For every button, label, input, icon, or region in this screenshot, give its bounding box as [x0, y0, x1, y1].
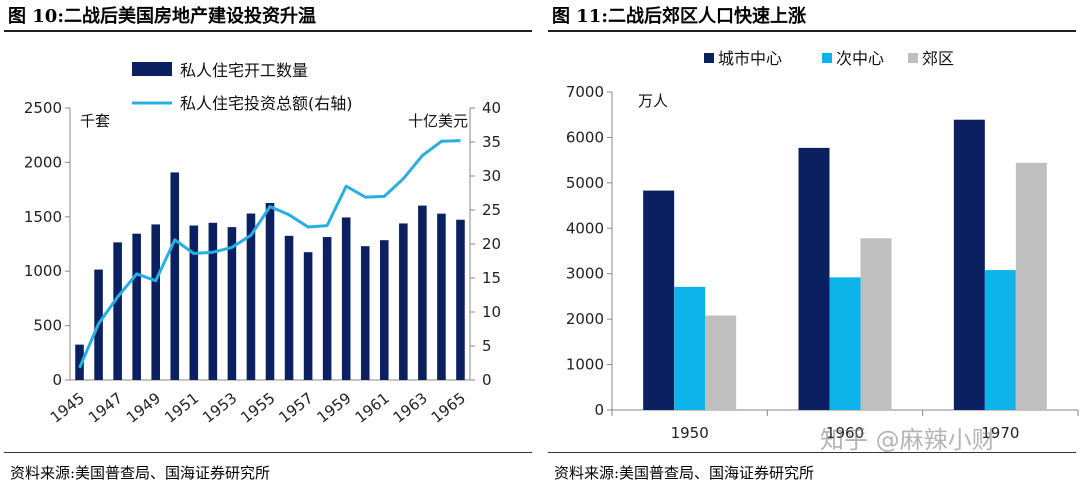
- x-tick-label: 1955: [237, 389, 278, 427]
- bar-1958: [322, 237, 332, 380]
- x-tick-label: 1970: [981, 424, 1019, 442]
- bar-1965: [456, 219, 465, 380]
- bar-1960: [360, 246, 370, 380]
- left-tick-label: 1000: [24, 262, 62, 280]
- bar-城市中心-1970: [953, 119, 985, 410]
- right-tick-label: 25: [482, 201, 501, 219]
- right-tick-label: 20: [482, 235, 501, 253]
- right-tick-label: 35: [482, 133, 501, 151]
- bar-1948: [132, 233, 141, 380]
- right-axis-unit: 十亿美元: [408, 112, 468, 130]
- figure-10-panel: 图 10:二战后美国房地产建设投资升温 0 500 1000 1500 2000 2500…: [0, 0, 536, 486]
- legend-label-bar: 私人住宅开工数量: [180, 61, 308, 80]
- legend-label-次中心: 次中心: [836, 49, 884, 68]
- left-axis-unit: 千套: [80, 112, 110, 130]
- legend-label-line: 私人住宅投资总额(右轴): [180, 94, 353, 113]
- x-tick-label: 1945: [47, 389, 88, 427]
- bar-1962: [399, 223, 408, 380]
- x-tick-label: 1960: [826, 424, 864, 442]
- y-tick-label: 0: [594, 401, 604, 419]
- y-tick-label: 2000: [566, 310, 604, 328]
- right-tick-label: 15: [482, 269, 501, 287]
- figure-11-top-rule: [548, 30, 1076, 32]
- y-tick-label: 5000: [566, 174, 604, 192]
- legend-swatch-次中心: [822, 53, 832, 63]
- x-tick-label: 1949: [123, 389, 164, 427]
- x-tick-label: 1957: [275, 389, 316, 427]
- x-tick-label: 1947: [85, 389, 126, 427]
- watermark: 知乎 @麻辣小财: [820, 426, 996, 454]
- right-tick-label: 30: [482, 167, 501, 185]
- left-tick-label: 2000: [24, 153, 62, 171]
- figure-10-title: 图 10:二战后美国房地产建设投资升温: [8, 6, 316, 27]
- x-tick-label: 1950: [671, 424, 709, 442]
- right-tick-label: 0: [482, 371, 492, 389]
- bar-1949: [151, 224, 160, 380]
- bar-1959: [341, 217, 351, 380]
- bar-城市中心-1950: [643, 190, 675, 410]
- bar-城市中心-1960: [798, 147, 830, 410]
- y-tick-label: 1000: [566, 356, 604, 374]
- legend-label-城市中心: 城市中心: [718, 49, 782, 68]
- x-tick-label: 1963: [390, 389, 431, 427]
- bar-郊区-1970: [1015, 162, 1047, 410]
- bar-1947: [113, 242, 122, 380]
- right-tick-label: 5: [482, 337, 492, 355]
- left-tick-label: 1500: [24, 208, 62, 226]
- legend-swatch-城市中心: [704, 53, 714, 63]
- figure-10-bottom-rule: [4, 452, 532, 453]
- left-tick-label: 2500: [24, 99, 62, 117]
- bar-1955: [265, 202, 275, 380]
- bar-1951: [189, 225, 199, 380]
- suburban-population-chart: 0 1000 2000 3000 4000 5000 6000 7000 万人 1950 1960 1…: [566, 49, 1079, 442]
- x-tick-label: 1959: [313, 389, 354, 427]
- right-tick-label: 40: [482, 99, 501, 117]
- figure-10-source: 资料来源:美国普查局、国海证券研究所: [10, 464, 271, 482]
- y-tick-label: 7000: [566, 83, 604, 101]
- x-tick-label: 1953: [199, 389, 240, 427]
- left-tick-label: 500: [33, 317, 62, 335]
- bar-次中心-1960: [829, 277, 861, 410]
- bar-1952: [208, 222, 218, 380]
- x-tick-label: 1951: [161, 389, 202, 427]
- figure-11-title: 图 11:二战后郊区人口快速上涨: [552, 6, 806, 27]
- bar-1945: [75, 344, 84, 380]
- x-tick-label: 1965: [428, 389, 469, 427]
- bar-1953: [227, 227, 237, 380]
- bar-郊区-1950: [705, 315, 737, 410]
- bar-1963: [418, 205, 427, 380]
- legend-swatch-bar: [132, 62, 172, 76]
- bar-次中心-1950: [674, 286, 706, 410]
- bar-1957: [303, 252, 313, 380]
- legend-label-郊区: 郊区: [922, 49, 954, 68]
- bar-1961: [380, 240, 389, 380]
- bar-1950: [170, 172, 180, 380]
- y-tick-label: 3000: [566, 265, 604, 283]
- legend-swatch-郊区: [908, 53, 918, 63]
- x-tick-label: 1961: [352, 389, 393, 427]
- bar-1964: [437, 213, 446, 380]
- bar-次中心-1970: [984, 270, 1016, 410]
- figure-11-source: 资料来源:美国普查局、国海证券研究所: [554, 464, 815, 482]
- bar-1956: [284, 235, 294, 380]
- figure-10-top-rule: [4, 30, 532, 32]
- left-tick-label: 0: [52, 371, 62, 389]
- bar-郊区-1960: [860, 238, 892, 410]
- figure-11-panel: 图 11:二战后郊区人口快速上涨 0 1000 2000 3000 4000 5000 60…: [544, 0, 1080, 486]
- bar-1954: [246, 213, 256, 380]
- figure-11-bottom-rule: [548, 452, 1076, 453]
- right-tick-label: 10: [482, 303, 501, 321]
- y-axis-unit: 万人: [638, 92, 668, 110]
- y-tick-label: 6000: [566, 128, 604, 146]
- housing-investment-chart: 0 500 1000 1500 2000 2500 0 5 10 15 20 25 30 35 40 千套 十亿…: [24, 61, 501, 427]
- y-tick-label: 4000: [566, 219, 604, 237]
- investment-line: [78, 139, 461, 369]
